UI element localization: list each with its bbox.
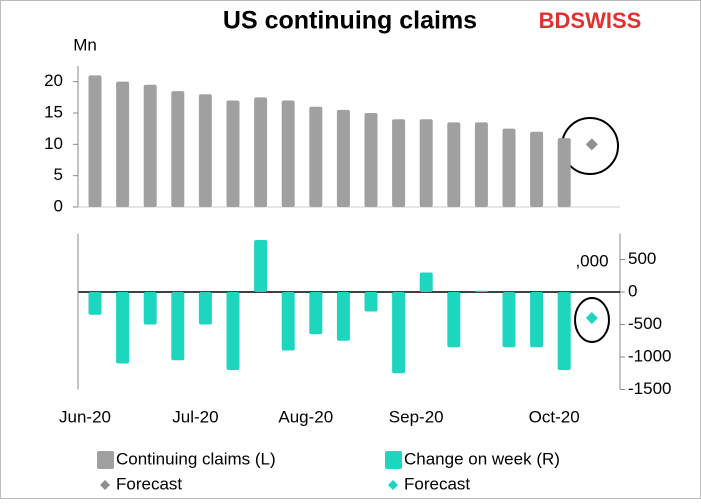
- legend-label: Forecast: [404, 474, 470, 493]
- x-tick-label: Jul-20: [172, 407, 218, 426]
- x-tick-label: Jun-20: [59, 407, 111, 426]
- y-tick-label: 10: [44, 134, 63, 153]
- bar: [143, 84, 157, 207]
- legend-label: Change on week (R): [404, 449, 560, 468]
- bar: [309, 292, 323, 335]
- bar: [530, 131, 544, 207]
- bar: [474, 290, 488, 292]
- y2-tick-label: -1500: [628, 379, 671, 398]
- x-tick-label: Aug-20: [278, 407, 333, 426]
- bar: [447, 292, 461, 348]
- bar: [364, 113, 378, 207]
- bar: [364, 292, 378, 312]
- bar: [254, 97, 268, 207]
- forecast-marker: [585, 312, 598, 324]
- bar: [281, 292, 295, 351]
- bar: [198, 94, 212, 207]
- y2-tick-label: -1000: [628, 346, 671, 365]
- y2-tick-label: 0: [628, 281, 637, 300]
- y-tick-label: 5: [54, 165, 63, 184]
- bar: [336, 109, 350, 207]
- bar: [309, 106, 323, 207]
- y-axis-label: Mn: [73, 35, 97, 54]
- bar: [336, 292, 350, 341]
- y-tick-label: 0: [54, 196, 63, 215]
- bar: [502, 292, 516, 348]
- bar: [419, 272, 433, 292]
- bar: [281, 100, 295, 207]
- forecast-circle: [574, 297, 610, 343]
- y2-tick-label: -500: [628, 314, 662, 333]
- bar: [88, 292, 102, 315]
- legend-swatch: [385, 451, 402, 469]
- bar: [530, 292, 544, 348]
- bar: [198, 292, 212, 325]
- x-tick-label: Sep-20: [389, 407, 444, 426]
- y-tick-label: 15: [44, 102, 63, 121]
- bar: [143, 292, 157, 325]
- y2-axis-label: ,000: [575, 251, 608, 270]
- bar: [254, 240, 268, 292]
- bar: [502, 128, 516, 207]
- legend-swatch: [97, 451, 114, 469]
- x-tick-label: Oct-20: [529, 407, 580, 426]
- bar: [447, 122, 461, 207]
- chart-title: US continuing claims: [223, 7, 477, 35]
- bar: [392, 119, 406, 207]
- bar: [88, 75, 102, 208]
- legend-label: Continuing claims (L): [116, 449, 276, 468]
- bar: [557, 292, 571, 370]
- bar: [171, 292, 185, 361]
- bar: [419, 119, 433, 207]
- bar: [557, 138, 571, 207]
- legend-label: Forecast: [116, 474, 182, 493]
- forecast-marker: [585, 138, 598, 151]
- bar: [226, 292, 240, 370]
- bar: [226, 100, 240, 207]
- bar: [116, 292, 130, 364]
- legend-swatch: [388, 480, 398, 490]
- bar: [392, 292, 406, 374]
- bar: [171, 91, 185, 207]
- bar: [116, 81, 130, 207]
- y2-tick-label: 500: [628, 249, 656, 268]
- y-tick-label: 20: [44, 71, 63, 90]
- logo: BDSWISS: [539, 8, 642, 33]
- bar: [474, 122, 488, 207]
- legend-swatch: [100, 480, 110, 490]
